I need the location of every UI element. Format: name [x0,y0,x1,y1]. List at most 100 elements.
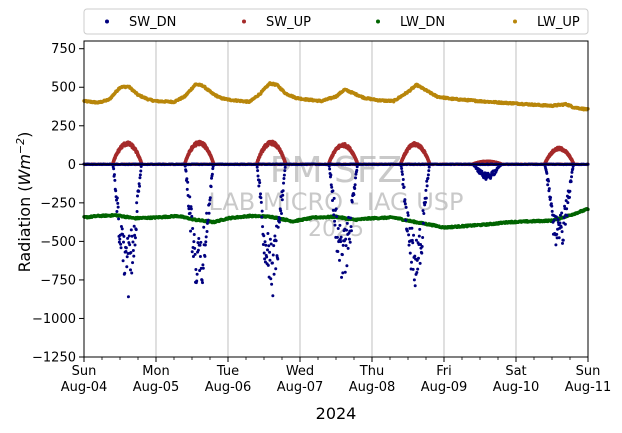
data-point [204,235,208,239]
data-point [346,246,350,250]
data-point [400,170,404,174]
y-axis-title-main: Radiation ( [15,185,34,272]
data-point [426,173,430,177]
data-point [125,255,129,259]
y-tick-label: −1250 [32,351,76,366]
data-point [402,185,406,189]
data-point [256,169,260,173]
data-point [201,266,205,270]
data-point [112,173,116,177]
data-point [547,179,550,183]
data-point [205,229,209,233]
x-tick-label-date: Aug-05 [133,380,180,395]
data-point [258,181,262,185]
data-point [138,176,142,180]
data-point [549,196,553,200]
data-point [350,200,354,204]
data-point [257,184,261,188]
data-point [327,164,331,168]
data-point [559,225,563,229]
data-point [565,214,569,218]
data-point [190,250,194,254]
data-point [184,169,188,173]
data-point [421,221,425,225]
data-point [137,182,141,186]
x-tick-label-date: Aug-09 [421,380,468,395]
data-point [400,172,404,176]
data-point [416,267,420,271]
legend-label-sw-up: SW_UP [266,15,311,30]
data-point [343,270,347,274]
data-point [139,169,143,173]
data-point [135,201,139,205]
data-point [122,240,125,244]
data-point [335,215,339,219]
data-point [418,261,422,265]
data-point [341,243,345,247]
data-point [269,277,273,281]
data-point [263,240,267,244]
data-point [204,240,208,244]
data-point [255,165,259,169]
data-point [412,278,416,282]
data-point [418,227,422,231]
data-point [328,167,332,171]
data-point [349,225,353,229]
data-point [424,188,428,192]
data-point [406,211,410,215]
data-point [336,226,340,230]
data-point [570,175,574,179]
data-point [201,263,205,267]
data-point [116,201,120,205]
data-point [427,169,431,173]
legend-label-lw-dn: LW_DN [400,15,445,30]
data-point [267,244,271,248]
data-point [339,235,343,239]
watermark: PM SFZ LAB MICRO - IAG USP 2025 [208,150,463,242]
data-point [262,251,266,255]
data-point [560,211,564,215]
data-point [260,215,264,219]
data-point [349,229,353,233]
y-axis-title-exp: −2 [14,138,27,154]
legend-label-lw-up: LW_UP [537,15,580,30]
data-point [413,254,417,258]
data-point [277,220,281,224]
x-tick-label-weekday: Sat [505,364,526,379]
data-point [269,242,273,246]
legend-marker-lw-up [513,19,517,24]
data-point [281,189,285,193]
data-point [334,207,338,211]
data-point [352,193,356,197]
data-point [353,186,357,190]
data-point [403,198,407,202]
data-point [406,213,410,217]
data-point [138,173,142,177]
data-point [554,243,558,247]
legend-marker-sw-dn [105,19,109,24]
data-point [400,167,404,171]
y-tick-label: 500 [51,81,76,96]
y-tick-label: 0 [68,158,76,173]
data-point [421,209,425,213]
data-point [415,271,419,275]
data-point [268,237,272,241]
data-point [266,248,269,252]
data-point [133,243,137,247]
x-tick-label-weekday: Tue [216,364,239,379]
data-point [186,180,190,184]
data-point [132,254,136,258]
data-point [270,282,274,286]
x-tick-label-weekday: Mon [142,364,169,379]
data-point [411,241,415,245]
data-point [347,237,351,241]
data-point [329,173,333,177]
data-point [333,223,337,227]
data-point [195,272,199,276]
data-point [270,261,274,265]
data-point [349,216,353,220]
data-point [259,196,263,200]
y-tick-label: −1000 [32,312,76,327]
data-point [547,187,551,191]
data-point [189,229,193,233]
